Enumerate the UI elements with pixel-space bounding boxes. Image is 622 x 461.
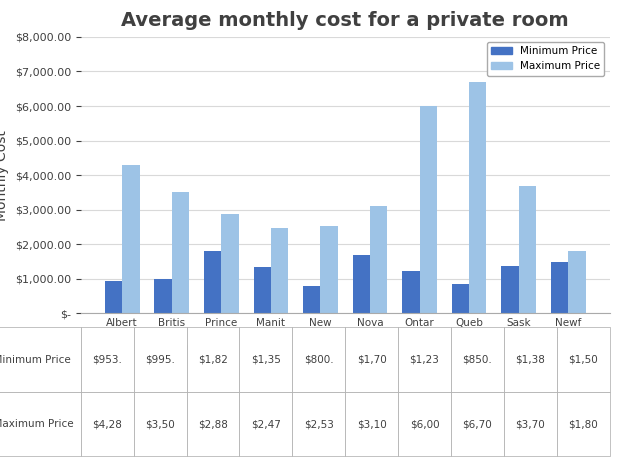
Bar <box>568 251 585 313</box>
Title: Average monthly cost for a private room: Average monthly cost for a private room <box>121 11 569 30</box>
Bar <box>271 228 288 313</box>
Legend: Minimum Price, Maximum Price: Minimum Price, Maximum Price <box>487 42 605 76</box>
Bar <box>172 193 189 313</box>
Bar <box>419 106 437 313</box>
Bar <box>402 271 419 313</box>
Y-axis label: Monthly Cost: Monthly Cost <box>0 130 9 221</box>
Bar <box>469 82 486 313</box>
Bar <box>320 226 338 313</box>
Bar <box>105 281 123 313</box>
Bar <box>221 214 239 313</box>
Bar <box>204 251 221 313</box>
Bar <box>452 284 469 313</box>
Bar <box>551 262 568 313</box>
Bar <box>303 286 320 313</box>
Bar <box>254 267 271 313</box>
Bar <box>154 279 172 313</box>
Bar <box>353 254 370 313</box>
Bar <box>501 266 519 313</box>
Bar <box>123 165 139 313</box>
Bar <box>519 186 536 313</box>
Bar <box>370 207 388 313</box>
